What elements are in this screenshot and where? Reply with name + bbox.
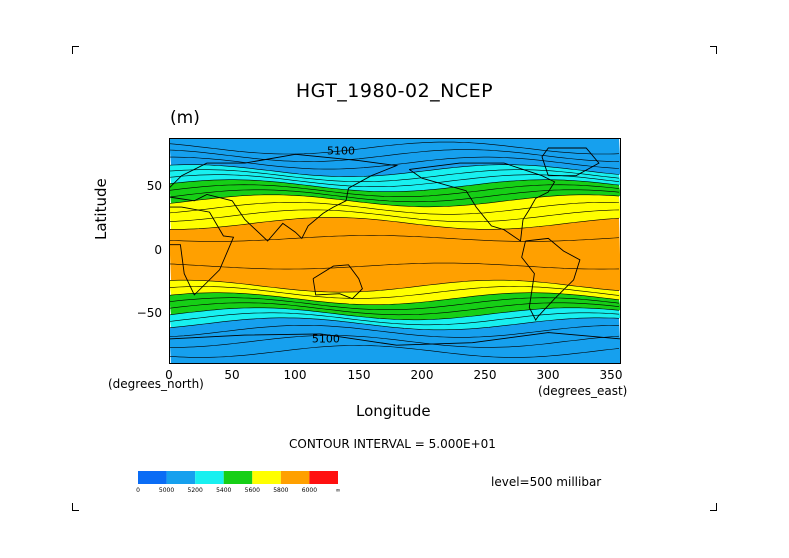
contour-line [169, 149, 620, 162]
height-band [169, 317, 621, 364]
coastline [169, 153, 399, 242]
crop-mark-bottom-right [710, 503, 717, 511]
height-band [169, 307, 621, 330]
crop-mark-top-left [72, 46, 79, 54]
colorbar-label: 5400 [216, 487, 232, 494]
contour-line [169, 325, 619, 338]
coastline [408, 162, 556, 242]
colorbar-label: ∞ [335, 487, 341, 494]
contour-line [169, 335, 620, 348]
contour-line [169, 202, 620, 215]
coastline [521, 237, 581, 321]
colorbar-swatch [280, 471, 310, 484]
height-band [169, 217, 621, 293]
colorbar-label: 0 [136, 487, 140, 494]
level-text: level=500 millibar [491, 475, 602, 489]
contour-label: 5100 [327, 144, 355, 157]
y-unit-label: (degrees_north) [108, 377, 204, 391]
height-band [169, 194, 621, 230]
contour-interval-text: CONTOUR INTERVAL = 5.000E+01 [289, 437, 496, 451]
x-tick-label: 350 [599, 368, 623, 382]
colorbar-label: 5000 [158, 487, 175, 494]
colorbar-swatch [252, 471, 281, 484]
coastline [169, 206, 235, 296]
colorbar [138, 471, 338, 484]
y-tick-label: 0 [154, 243, 162, 257]
x-tick-label: 250 [473, 368, 497, 382]
contour-line [169, 184, 620, 197]
x-tick-label: 50 [224, 368, 240, 382]
contour-line [169, 169, 620, 182]
y-tick-label: 50 [146, 179, 162, 193]
contour-line [169, 209, 620, 223]
contour-line [169, 156, 620, 170]
crop-mark-bottom-left [72, 503, 79, 511]
height-band [169, 164, 621, 192]
colorbar-swatch [166, 471, 196, 484]
colorbar-swatch [195, 471, 224, 484]
contour-line [169, 179, 620, 192]
colorbar-swatch [223, 471, 253, 484]
y-axis-title: Latitude [92, 178, 110, 240]
contour-line [169, 345, 620, 358]
contour-label: 5100 [312, 333, 340, 346]
contour-line [169, 297, 620, 310]
x-tick-label: 0 [165, 368, 173, 382]
colorbar-swatch [309, 471, 338, 484]
contour-line [169, 317, 620, 331]
contour-line [169, 189, 620, 203]
colorbar-label: 6000 [301, 487, 318, 494]
contour-line [169, 312, 620, 326]
coastline [312, 264, 363, 300]
coastline [169, 332, 621, 346]
contour-line [169, 307, 620, 321]
y-tick-label: −50 [136, 306, 162, 320]
contour-line [169, 217, 620, 230]
map-plot: 5100 5100 [169, 138, 621, 364]
colorbar-label: 5800 [273, 487, 289, 494]
colorbar-label: 5600 [244, 487, 260, 494]
contour-line [169, 286, 620, 299]
contour-line [169, 292, 620, 305]
x-unit-label: (degrees_east) [538, 384, 628, 398]
chart-title: HGT_1980-02_NCEP [295, 80, 494, 102]
contour-line [169, 279, 620, 293]
colorbar-swatch [138, 471, 167, 484]
x-tick-label: 200 [410, 368, 434, 382]
contour-line [169, 302, 620, 316]
contour-line [169, 194, 620, 208]
coastline [541, 147, 600, 177]
crop-mark-top-right [710, 46, 717, 54]
contour-line [169, 164, 620, 177]
contour-line [169, 141, 620, 155]
units-label: (m) [170, 108, 200, 128]
contour-line [169, 174, 620, 187]
x-tick-label: 100 [283, 368, 307, 382]
x-axis-title: Longitude [356, 402, 431, 420]
contour-line [169, 235, 620, 242]
x-tick-label: 300 [536, 368, 560, 382]
x-tick-label: 150 [347, 368, 371, 382]
contour-line [169, 262, 620, 270]
colorbar-label: 5200 [187, 487, 203, 494]
